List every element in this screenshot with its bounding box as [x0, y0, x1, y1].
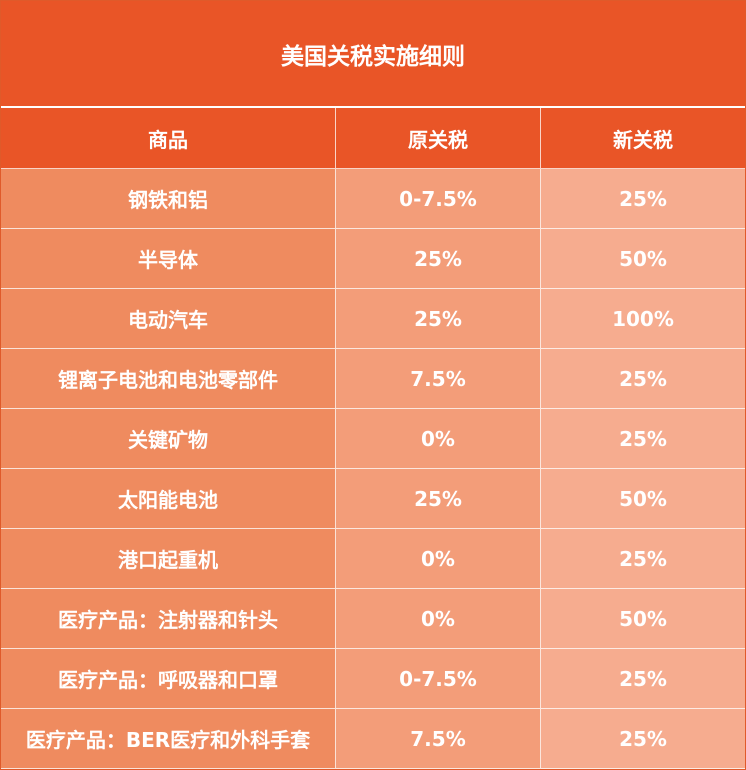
new-tariff-cell: 25% [541, 349, 745, 409]
table-row: 太阳能电池 25% 50% [1, 469, 745, 529]
old-tariff-cell: 0% [336, 529, 541, 589]
new-tariff-cell: 25% [541, 709, 745, 769]
old-tariff-cell: 0% [336, 589, 541, 649]
table-row: 电动汽车 25% 100% [1, 289, 745, 349]
new-tariff-cell: 25% [541, 649, 745, 709]
product-cell: 电动汽车 [1, 289, 336, 349]
old-tariff-cell: 0-7.5% [336, 649, 541, 709]
new-tariff-cell: 50% [541, 589, 745, 649]
header-row: 商品 原关税 新关税 [1, 108, 745, 169]
table-title: 美国关税实施细则 [1, 1, 745, 108]
product-cell: 港口起重机 [1, 529, 336, 589]
product-cell: 半导体 [1, 229, 336, 289]
header-old-tariff: 原关税 [336, 108, 541, 169]
new-tariff-cell: 25% [541, 529, 745, 589]
table-row: 半导体 25% 50% [1, 229, 745, 289]
old-tariff-cell: 25% [336, 289, 541, 349]
table-row: 钢铁和铝 0-7.5% 25% [1, 169, 745, 229]
product-cell: 医疗产品：呼吸器和口罩 [1, 649, 336, 709]
old-tariff-cell: 25% [336, 469, 541, 529]
product-cell: 医疗产品：注射器和针头 [1, 589, 336, 649]
old-tariff-cell: 25% [336, 229, 541, 289]
new-tariff-cell: 50% [541, 469, 745, 529]
old-tariff-cell: 7.5% [336, 349, 541, 409]
table-row: 锂离子电池和电池零部件 7.5% 25% [1, 349, 745, 409]
table-row: 港口起重机 0% 25% [1, 529, 745, 589]
old-tariff-cell: 0% [336, 409, 541, 469]
product-cell: 太阳能电池 [1, 469, 336, 529]
product-cell: 关键矿物 [1, 409, 336, 469]
table-row: 医疗产品：呼吸器和口罩 0-7.5% 25% [1, 649, 745, 709]
new-tariff-cell: 50% [541, 229, 745, 289]
product-cell: 钢铁和铝 [1, 169, 336, 229]
table-row: 医疗产品：注射器和针头 0% 50% [1, 589, 745, 649]
product-cell: 锂离子电池和电池零部件 [1, 349, 336, 409]
product-cell: 医疗产品：BER医疗和外科手套 [1, 709, 336, 769]
old-tariff-cell: 0-7.5% [336, 169, 541, 229]
new-tariff-cell: 100% [541, 289, 745, 349]
header-new-tariff: 新关税 [541, 108, 745, 169]
header-product: 商品 [1, 108, 336, 169]
new-tariff-cell: 25% [541, 169, 745, 229]
table-row: 关键矿物 0% 25% [1, 409, 745, 469]
old-tariff-cell: 7.5% [336, 709, 541, 769]
table-row: 医疗产品：BER医疗和外科手套 7.5% 25% [1, 709, 745, 769]
new-tariff-cell: 25% [541, 409, 745, 469]
